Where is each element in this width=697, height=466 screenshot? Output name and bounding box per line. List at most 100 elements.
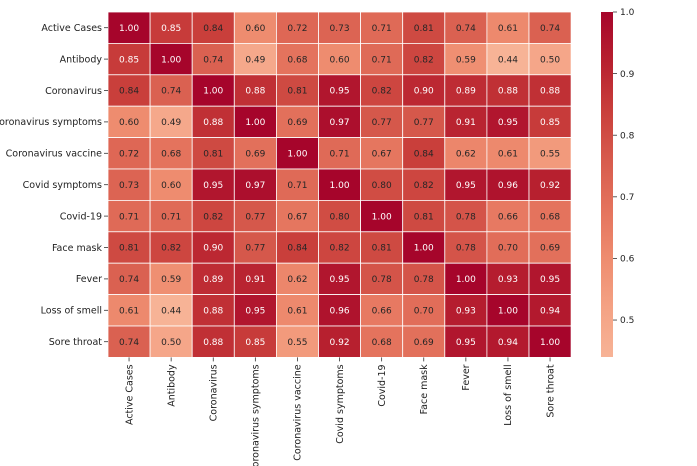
cell-value-label: 0.50 (161, 338, 181, 348)
heatmap-cell (318, 74, 361, 107)
cell-value-label: 0.90 (414, 87, 434, 97)
heatmap-cells (107, 11, 572, 358)
cell-value-label: 0.78 (456, 212, 476, 222)
heatmap-cell (360, 137, 404, 170)
cell-value-label: 0.81 (414, 24, 434, 34)
cell-value-label: 0.61 (119, 307, 139, 317)
heatmap-cell (360, 105, 404, 138)
cell-value-label: 0.95 (456, 338, 476, 348)
heatmap-cell (107, 168, 151, 201)
cell-value-label: 0.82 (372, 87, 392, 97)
cell-value-label: 0.85 (245, 338, 265, 348)
x-tick-label: Face mask (419, 364, 430, 415)
cell-value-label: 0.77 (245, 244, 265, 254)
heatmap-cell (528, 262, 572, 296)
cell-value-label: 0.74 (161, 87, 181, 97)
cell-value-label: 0.88 (203, 338, 223, 348)
cell-value-label: 1.00 (498, 307, 518, 317)
heatmap-cell (149, 199, 193, 233)
cell-value-label: 0.91 (245, 275, 265, 285)
x-tick-label: Covid-19 (377, 364, 388, 406)
heatmap-cell (107, 137, 151, 170)
y-tick-label: Covid symptoms (23, 180, 102, 191)
cell-value-label: 0.60 (245, 24, 265, 34)
heatmap-cell (402, 231, 446, 264)
cell-value-label: 0.78 (414, 275, 434, 285)
cell-value-label: 0.69 (414, 338, 434, 348)
heatmap-cell (318, 294, 361, 327)
cell-value-label: 0.60 (161, 181, 181, 191)
colorbar-tick-label: 0.7 (620, 193, 634, 203)
heatmap-cell (107, 231, 151, 264)
y-tick-label: Antibody (60, 54, 103, 65)
heatmap-cell (233, 105, 277, 138)
y-tick-label: Active Cases (41, 23, 102, 34)
heatmap-cell (486, 262, 530, 296)
cell-value-label: 0.77 (372, 118, 392, 128)
heatmap-cell (528, 137, 572, 170)
heatmap-cell (528, 11, 572, 44)
heatmap-cell (318, 105, 361, 138)
cell-value-label: 0.67 (372, 150, 392, 160)
heatmap-cell (275, 294, 319, 327)
cell-value-label: 0.69 (245, 150, 265, 160)
cell-value-label: 0.93 (456, 307, 476, 317)
heatmap-cell (360, 262, 404, 296)
y-tick-label: Face mask (52, 243, 103, 254)
cell-value-label: 0.71 (161, 212, 181, 222)
heatmap-cell (191, 199, 235, 233)
cell-value-label: 1.00 (414, 244, 434, 254)
cell-value-label: 0.80 (330, 212, 350, 222)
cell-value-label: 0.68 (372, 338, 392, 348)
cell-value-label: 0.50 (540, 55, 560, 65)
heatmap-cell (528, 199, 572, 233)
cell-value-label: 0.62 (287, 275, 307, 285)
heatmap-cell (275, 43, 319, 76)
heatmap-cell (191, 137, 235, 170)
y-tick-label: Fever (76, 274, 102, 285)
cell-value-label: 1.00 (245, 118, 265, 128)
heatmap-cell (318, 168, 361, 201)
colorbar-tick-label: 0.5 (620, 316, 634, 326)
cell-value-label: 0.72 (287, 24, 307, 34)
heatmap-cell (191, 294, 235, 327)
cell-value-label: 0.55 (540, 150, 560, 160)
cell-value-label: 0.81 (414, 212, 434, 222)
cell-value-label: 0.85 (540, 118, 560, 128)
heatmap-cell (191, 43, 235, 76)
heatmap-cell (486, 231, 530, 264)
cell-value-label: 0.84 (119, 87, 139, 97)
heatmap-cell (528, 74, 572, 107)
x-tick-label: Loss of smell (503, 364, 514, 425)
heatmap-cell (444, 294, 488, 327)
cell-value-label: 0.88 (245, 87, 265, 97)
heatmap-cell (107, 43, 151, 76)
heatmap-cell (107, 199, 151, 233)
y-tick-label: Loss of smell (41, 306, 102, 317)
heatmap-cell (528, 294, 572, 327)
heatmap-cell (275, 325, 319, 358)
cell-value-label: 0.97 (330, 118, 350, 128)
x-tick-label: Sore throat (545, 364, 556, 417)
heatmap-cell (360, 43, 404, 76)
cell-value-label: 0.97 (245, 181, 265, 191)
cell-value-label: 0.74 (119, 338, 139, 348)
cell-value-label: 0.80 (372, 181, 392, 191)
cell-value-label: 0.96 (330, 307, 350, 317)
heatmap-cell (107, 262, 151, 296)
heatmap-cell (444, 325, 488, 358)
y-axis: Active Cases Antibody Coronavirus Coronavir… (0, 23, 108, 348)
heatmap-cell (360, 231, 404, 264)
cell-value-label: 0.84 (287, 244, 307, 254)
cell-value-label: 0.71 (372, 24, 392, 34)
cell-value-label: 0.60 (330, 55, 350, 65)
cell-value-label: 0.68 (540, 212, 560, 222)
cell-value-label: 0.71 (330, 150, 350, 160)
cell-value-label: 0.81 (119, 244, 139, 254)
cell-value-label: 0.44 (161, 307, 181, 317)
cell-value-label: 0.81 (203, 150, 223, 160)
cell-value-label: 1.00 (330, 181, 350, 191)
y-tick-label: Coronavirus vaccine (6, 149, 103, 160)
colorbar-tick-label: 0.8 (620, 131, 635, 141)
